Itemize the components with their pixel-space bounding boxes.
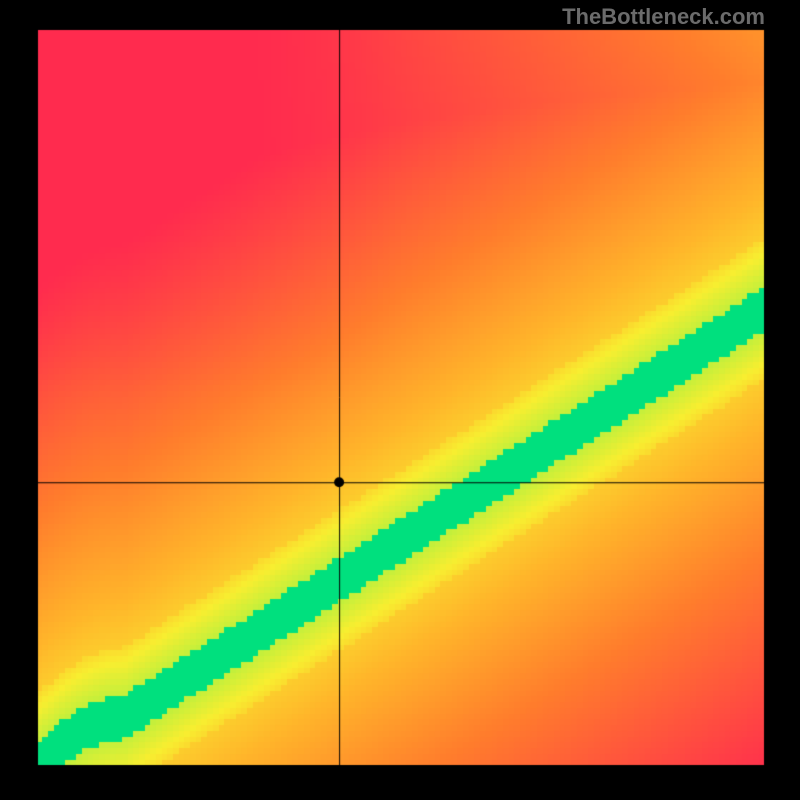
watermark-text: TheBottleneck.com [562, 4, 765, 30]
bottleneck-heatmap [37, 29, 765, 766]
chart-container: TheBottleneck.com [0, 0, 800, 800]
